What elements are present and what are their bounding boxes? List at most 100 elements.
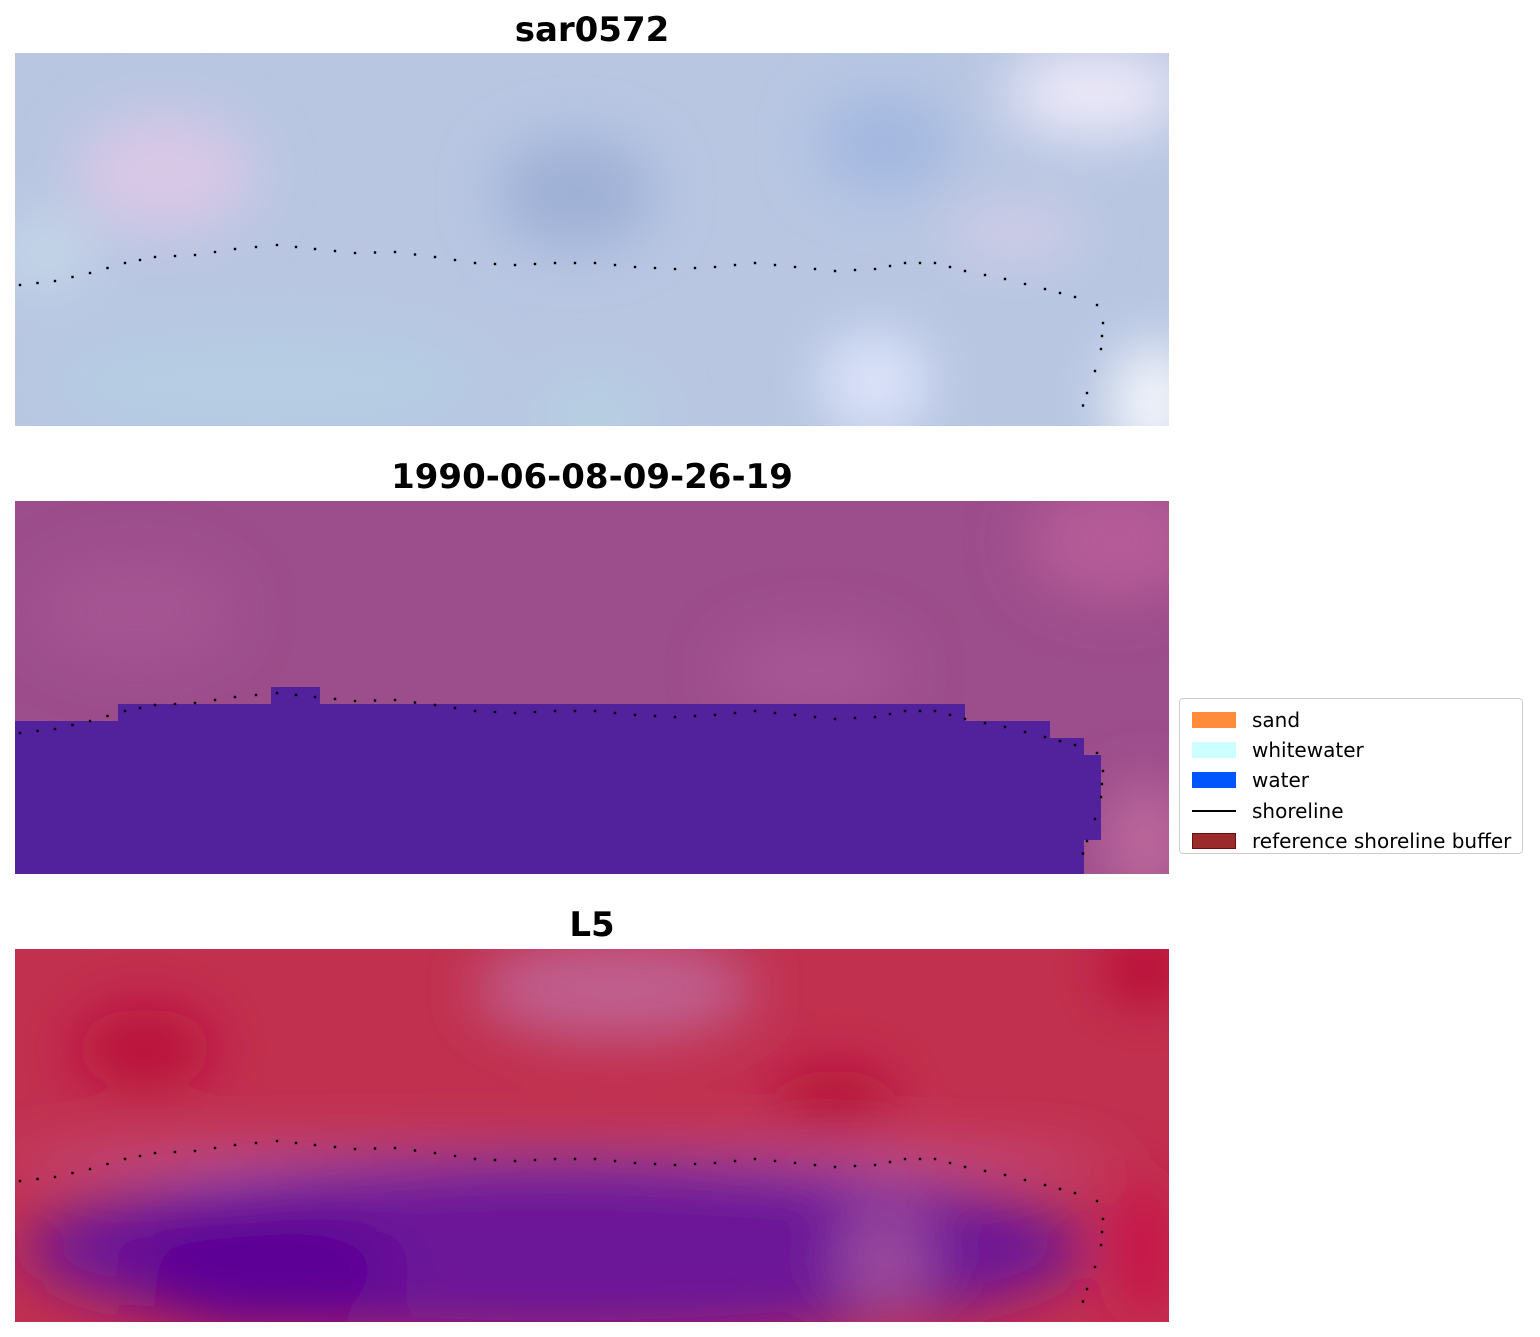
sar-image-panel [15,53,1169,426]
image-region [820,333,930,426]
shoreline-point [123,709,127,713]
l5-image-svg [15,949,1169,1322]
sand-swatch [1192,712,1236,729]
shoreline-point [294,1141,298,1145]
shoreline-point [853,716,857,720]
shoreline-point [813,1163,817,1167]
shoreline-point [1023,1178,1027,1182]
shoreline-point [613,1159,617,1163]
shoreline-point [1099,1243,1103,1247]
shoreline-point [153,703,157,707]
shoreline-point [553,261,557,265]
shoreline-point [88,1167,92,1171]
shoreline-point [254,1141,258,1145]
image-region [1105,781,1169,874]
shoreline-point [573,1157,577,1161]
shoreline-point [533,1158,537,1162]
shoreline-point [373,1147,377,1150]
shoreline-point [193,253,197,257]
shoreline-point [983,273,987,277]
shoreline-point [294,245,298,249]
shoreline-point [833,717,837,721]
shoreline-point [888,712,892,716]
image-region [35,561,235,661]
shoreline-point [393,698,397,702]
shoreline-point [1095,1199,1099,1203]
shoreline-point [1058,1187,1062,1191]
image-region [1115,1169,1169,1322]
shoreline-point [333,697,337,701]
image-region [815,93,955,193]
shoreline-point [613,711,617,715]
shoreline-point [353,1147,357,1151]
image-region [75,1009,215,1089]
shoreline-point [393,250,397,254]
shoreline-point [1081,1300,1085,1303]
legend: sand whitewater water shoreline referenc… [1179,698,1523,854]
image-region [1110,343,1169,426]
legend-label-whitewater: whitewater [1252,738,1364,763]
shoreline-point [433,255,437,259]
shoreline-point [1073,295,1077,299]
shoreline-point [88,719,92,723]
shoreline-point [106,1162,109,1166]
legend-item-whitewater: whitewater [1186,735,1516,765]
shoreline-point [888,1160,892,1164]
shoreline-point [71,723,74,727]
shoreline-point [71,1171,74,1175]
shoreline-point [1085,391,1089,395]
shoreline-point [713,713,717,717]
shoreline-point [173,254,177,258]
shoreline-point [1073,1191,1077,1195]
shoreline-point [633,265,637,269]
shoreline-point [963,717,967,721]
shoreline-point [633,1161,637,1165]
image-region [535,383,655,426]
image-region [1105,949,1169,999]
shoreline-dots [18,691,1105,855]
shoreline-point [1058,291,1062,295]
legend-item-reference-buffer: reference shoreline buffer [1186,826,1516,856]
shoreline-point [753,709,757,713]
shoreline-point [123,261,127,265]
shoreline-point [333,1145,337,1149]
classified-image-panel [15,501,1169,874]
legend-label-water: water [1252,768,1309,793]
shoreline-point [948,1161,952,1165]
image-region [725,631,905,711]
shoreline-point [88,271,92,275]
shoreline-point [813,267,817,271]
shoreline-point [433,1151,437,1155]
shoreline-point [653,266,657,270]
shoreline-point [233,247,237,251]
shoreline-point [1003,1173,1007,1177]
shoreline-point [254,693,258,697]
shoreline-point [473,709,477,713]
sar-image-svg [15,53,1169,426]
shoreline-point [153,255,157,259]
shoreline-point [413,253,417,256]
shoreline-point [193,701,197,705]
shoreline-point [36,1177,39,1181]
shoreline-point [1043,735,1047,739]
shoreline-point [313,695,317,699]
shoreline-point [353,699,357,703]
shoreline-point [773,263,777,267]
image-region [15,213,95,293]
shoreline-point [294,693,298,697]
shoreline-point [653,714,657,718]
shoreline-point [713,265,717,269]
shoreline-point [773,1159,777,1163]
shoreline-point [593,709,597,713]
shoreline-point [793,265,797,269]
shoreline-point [1101,321,1105,325]
shoreline-point [1099,347,1103,351]
shoreline-point [903,261,907,265]
shoreline-point [713,1161,717,1165]
shoreline-point [753,261,757,265]
shoreline-point [983,721,987,725]
shoreline-point [533,710,537,714]
shoreline-point [733,263,737,267]
shoreline-point [833,1165,837,1169]
shoreline-point [1085,839,1089,843]
